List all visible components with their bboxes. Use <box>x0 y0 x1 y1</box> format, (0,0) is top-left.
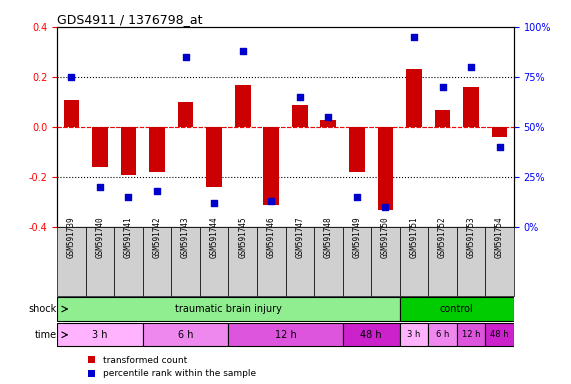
FancyBboxPatch shape <box>286 227 314 296</box>
Text: GSM591752: GSM591752 <box>438 217 447 258</box>
FancyBboxPatch shape <box>86 227 114 296</box>
Bar <box>492 127 508 137</box>
Text: GSM591743: GSM591743 <box>181 217 190 258</box>
FancyBboxPatch shape <box>428 323 457 346</box>
Bar <box>263 127 279 205</box>
Text: GSM591753: GSM591753 <box>467 217 476 258</box>
Bar <box>435 109 451 127</box>
Legend: transformed count, percentile rank within the sample: transformed count, percentile rank withi… <box>85 352 259 382</box>
Bar <box>149 127 165 172</box>
Text: GSM591745: GSM591745 <box>238 217 247 258</box>
Point <box>409 34 419 40</box>
Text: 3 h: 3 h <box>407 330 421 339</box>
Bar <box>206 127 222 187</box>
Point <box>124 194 133 200</box>
Text: GSM591754: GSM591754 <box>495 217 504 258</box>
Text: 6 h: 6 h <box>178 330 194 340</box>
Text: GSM591741: GSM591741 <box>124 217 133 258</box>
Bar <box>349 127 365 172</box>
FancyBboxPatch shape <box>485 227 514 296</box>
Text: GDS4911 / 1376798_at: GDS4911 / 1376798_at <box>57 13 203 26</box>
Text: GSM591746: GSM591746 <box>267 217 276 258</box>
FancyBboxPatch shape <box>57 227 86 296</box>
FancyBboxPatch shape <box>143 227 171 296</box>
Point <box>352 194 361 200</box>
FancyBboxPatch shape <box>57 298 400 321</box>
Bar <box>235 84 251 127</box>
FancyBboxPatch shape <box>257 227 286 296</box>
Text: 12 h: 12 h <box>275 330 296 340</box>
FancyBboxPatch shape <box>171 227 200 296</box>
Text: GSM591751: GSM591751 <box>409 217 419 258</box>
Point <box>324 114 333 120</box>
Bar <box>92 127 108 167</box>
Point <box>210 200 219 206</box>
FancyBboxPatch shape <box>114 227 143 296</box>
Text: GSM591740: GSM591740 <box>95 217 104 258</box>
Point <box>181 54 190 60</box>
Bar <box>63 99 79 127</box>
FancyBboxPatch shape <box>228 323 343 346</box>
Bar <box>120 127 136 175</box>
Point <box>95 184 104 190</box>
FancyBboxPatch shape <box>400 323 428 346</box>
Text: 6 h: 6 h <box>436 330 449 339</box>
Point <box>495 144 504 150</box>
Text: 12 h: 12 h <box>462 330 480 339</box>
FancyBboxPatch shape <box>57 323 143 346</box>
Point <box>467 64 476 70</box>
Text: traumatic brain injury: traumatic brain injury <box>175 304 282 314</box>
FancyBboxPatch shape <box>400 227 428 296</box>
FancyBboxPatch shape <box>428 227 457 296</box>
FancyBboxPatch shape <box>228 227 257 296</box>
FancyBboxPatch shape <box>200 227 228 296</box>
Point <box>238 48 247 54</box>
FancyBboxPatch shape <box>343 323 400 346</box>
FancyBboxPatch shape <box>457 323 485 346</box>
Text: 3 h: 3 h <box>92 330 108 340</box>
Text: GSM591742: GSM591742 <box>152 217 162 258</box>
Bar <box>178 102 194 127</box>
Point <box>438 84 447 90</box>
Text: GSM591739: GSM591739 <box>67 217 76 258</box>
Text: control: control <box>440 304 474 314</box>
Point <box>67 74 76 80</box>
Bar <box>406 70 422 127</box>
Text: time: time <box>35 330 57 340</box>
FancyBboxPatch shape <box>343 227 371 296</box>
Text: GSM591750: GSM591750 <box>381 217 390 258</box>
Text: 48 h: 48 h <box>490 330 509 339</box>
Text: GSM591749: GSM591749 <box>352 217 361 258</box>
FancyBboxPatch shape <box>371 227 400 296</box>
Bar <box>377 127 393 210</box>
Point <box>295 94 304 100</box>
Point <box>152 188 162 194</box>
FancyBboxPatch shape <box>143 323 228 346</box>
FancyBboxPatch shape <box>314 227 343 296</box>
FancyBboxPatch shape <box>400 298 514 321</box>
Text: 48 h: 48 h <box>360 330 382 340</box>
Text: GSM591748: GSM591748 <box>324 217 333 258</box>
FancyBboxPatch shape <box>485 323 514 346</box>
Point <box>267 198 276 204</box>
Bar <box>292 104 308 127</box>
Text: shock: shock <box>29 304 57 314</box>
FancyBboxPatch shape <box>457 227 485 296</box>
Text: GSM591744: GSM591744 <box>210 217 219 258</box>
Bar <box>463 87 479 127</box>
Point <box>381 204 390 210</box>
Text: GSM591747: GSM591747 <box>295 217 304 258</box>
Bar <box>320 119 336 127</box>
